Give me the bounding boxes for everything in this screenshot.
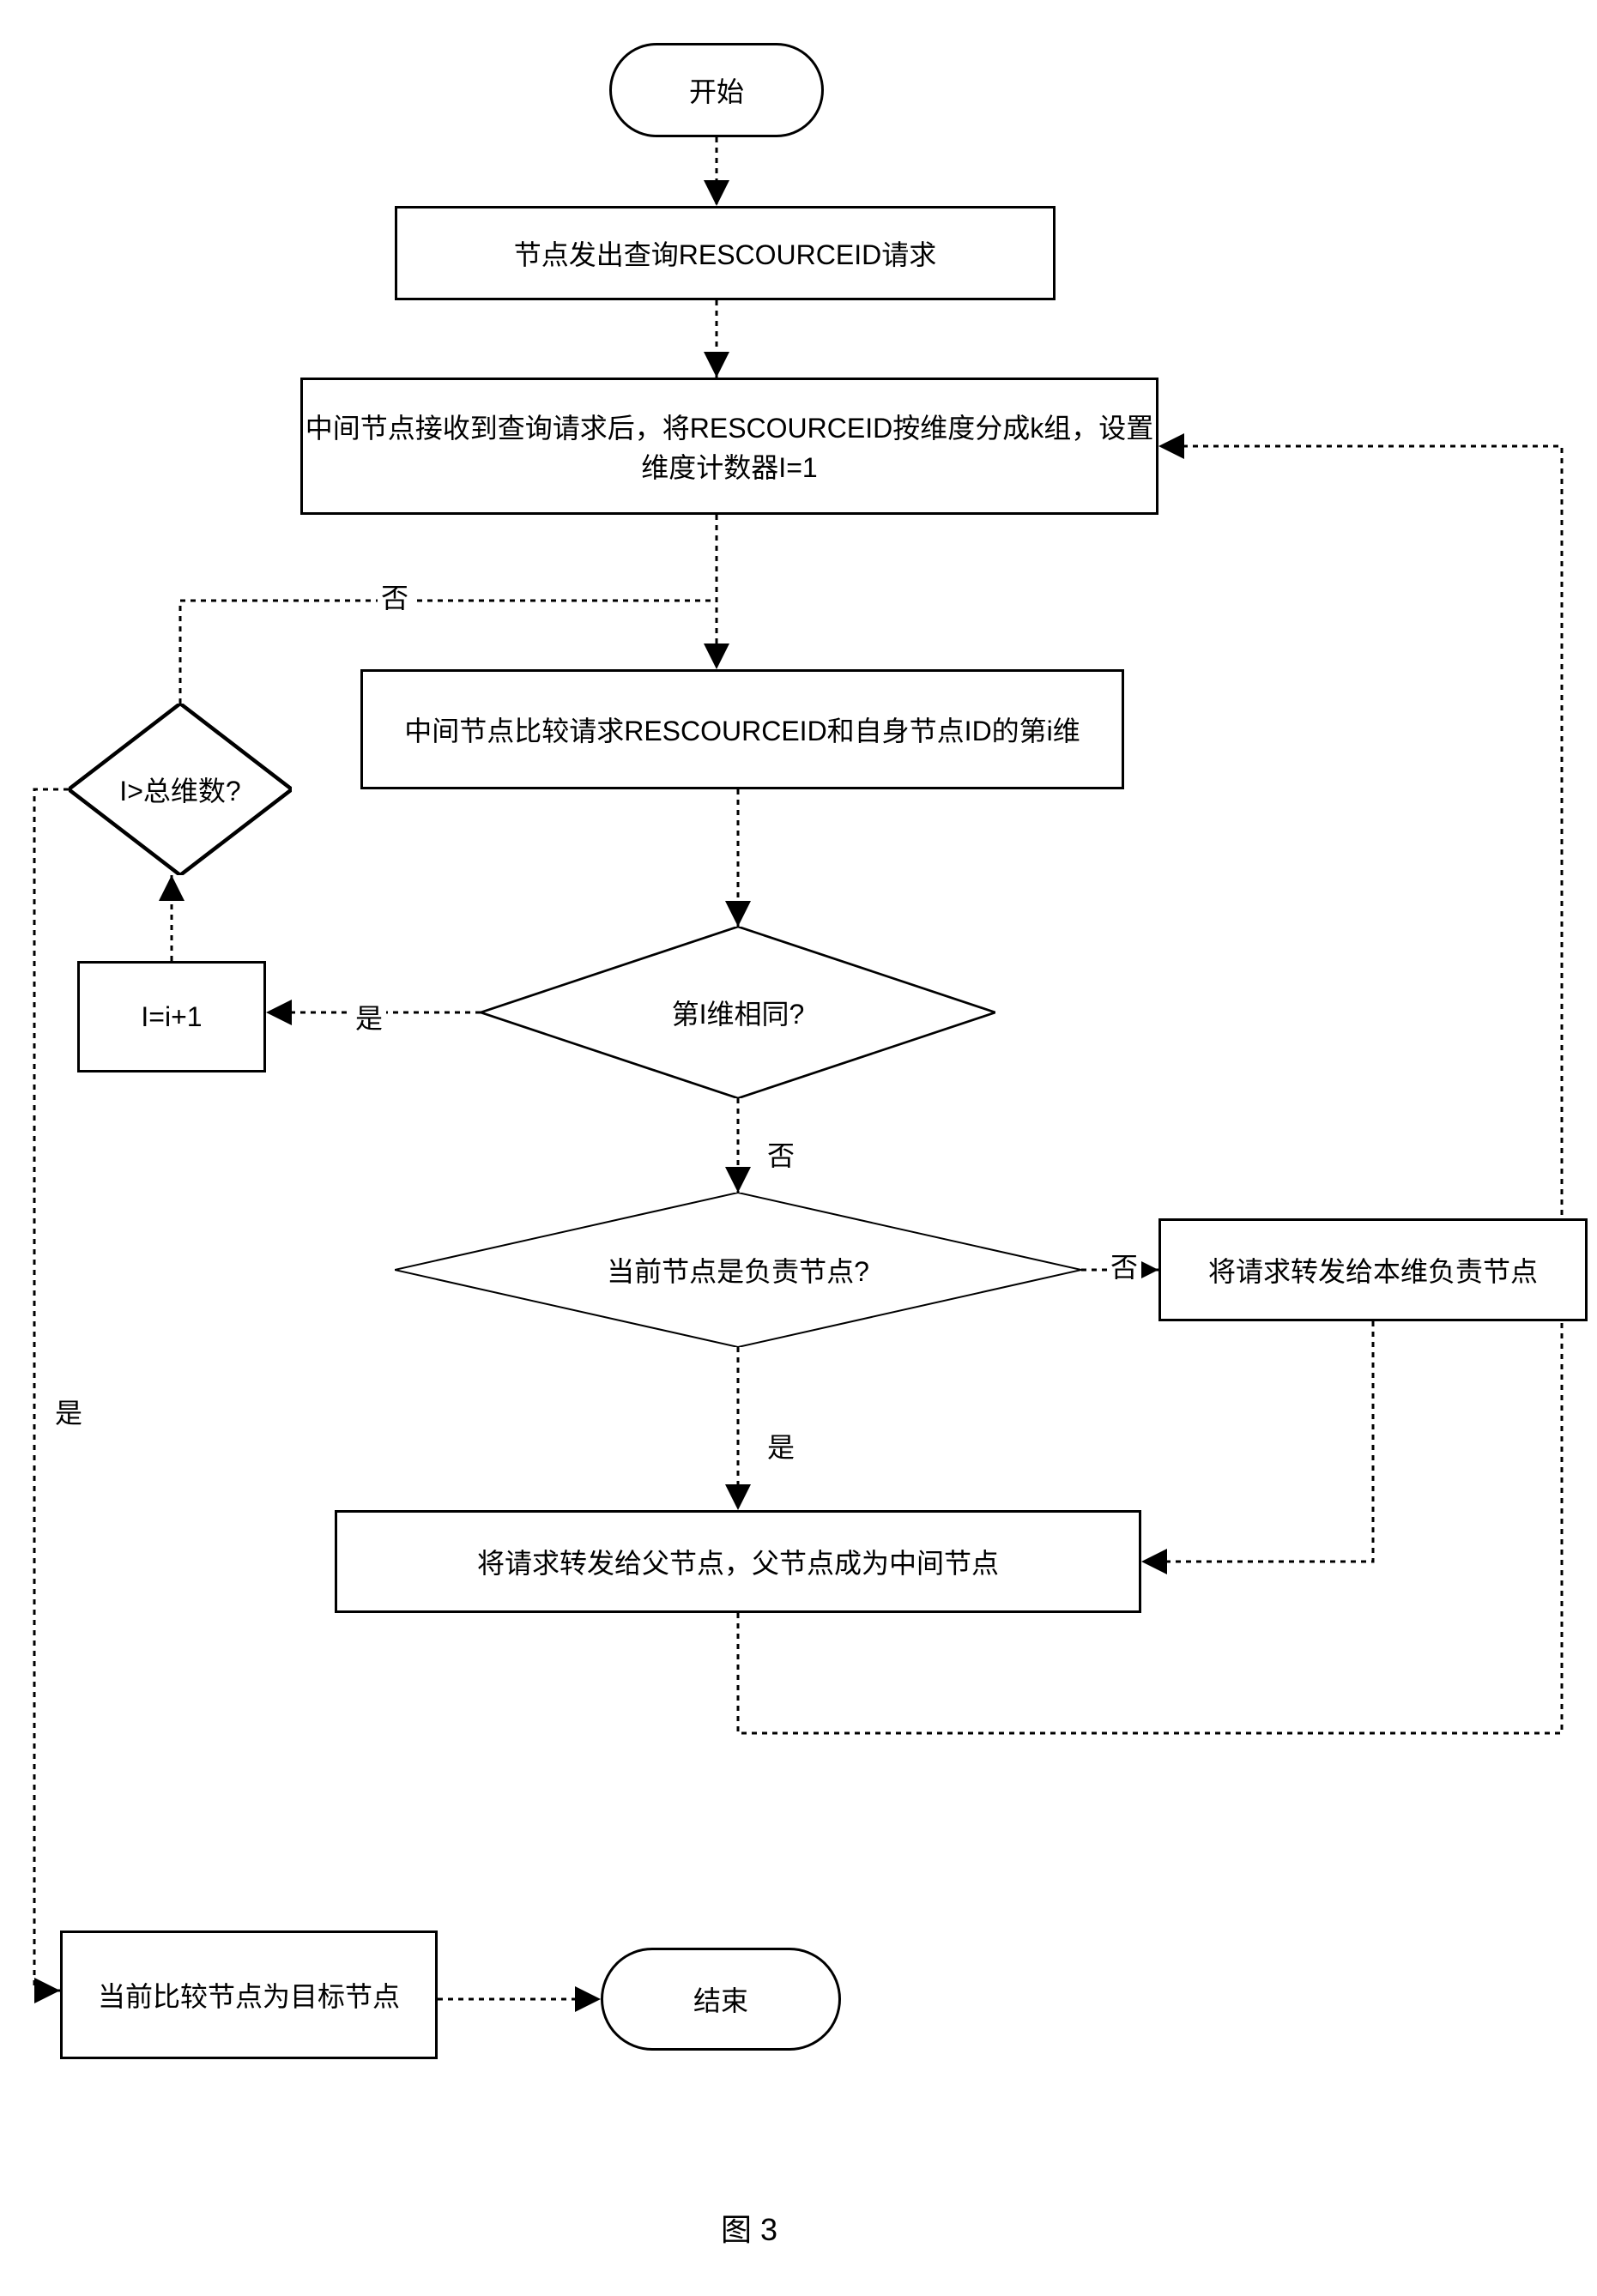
- end-node: 结束: [601, 1948, 841, 2051]
- same-dim-label: 第I维相同?: [663, 993, 814, 1032]
- forward-dim-node: 将请求转发给本维负责节点: [1158, 1218, 1588, 1321]
- edge-label: 是: [352, 995, 386, 1038]
- forward-parent-node: 将请求转发给父节点，父节点成为中间节点: [335, 1510, 1141, 1613]
- start-node: 开始: [609, 43, 824, 137]
- edge-label: 是: [764, 1424, 798, 1467]
- compare-node: 中间节点比较请求RESCOURCEID和自身节点ID的第i维: [360, 669, 1124, 789]
- edge-label: 否: [378, 575, 412, 618]
- forward-parent-label: 将请求转发给父节点，父节点成为中间节点: [477, 1542, 999, 1581]
- same-dim-decision: 第I维相同?: [481, 927, 995, 1098]
- start-label: 开始: [689, 70, 744, 110]
- caption-text: 图 3: [721, 2212, 777, 2247]
- end-label: 结束: [693, 1979, 748, 2019]
- responsible-decision: 当前节点是负责节点?: [395, 1193, 1081, 1347]
- increment-label: I=i+1: [141, 1001, 202, 1033]
- dim-check-decision: I>总维数?: [69, 704, 292, 875]
- flowchart-canvas: 开始 节点发出查询RESCOURCEID请求 中间节点接收到查询请求后，将RES…: [17, 17, 1597, 2279]
- compare-label: 中间节点比较请求RESCOURCEID和自身节点ID的第i维: [404, 710, 1080, 749]
- forward-dim-label: 将请求转发给本维负责节点: [1208, 1250, 1538, 1290]
- target-node: 当前比较节点为目标节点: [60, 1930, 438, 2059]
- edge-label: 是: [51, 1390, 86, 1433]
- request-node: 节点发出查询RESCOURCEID请求: [395, 206, 1056, 300]
- responsible-label: 当前节点是负责节点?: [598, 1250, 878, 1290]
- split-label: 中间节点接收到查询请求后，将RESCOURCEID按维度分成k组，设置维度计数器…: [303, 407, 1156, 486]
- edge-label: 否: [1107, 1244, 1141, 1287]
- dim-check-label: I>总维数?: [111, 770, 249, 809]
- figure-caption: 图 3: [721, 2205, 777, 2250]
- target-label: 当前比较节点为目标节点: [98, 1975, 400, 2015]
- increment-node: I=i+1: [77, 961, 266, 1072]
- split-node: 中间节点接收到查询请求后，将RESCOURCEID按维度分成k组，设置维度计数器…: [300, 378, 1158, 515]
- request-label: 节点发出查询RESCOURCEID请求: [514, 233, 936, 273]
- edge-label: 否: [764, 1133, 798, 1175]
